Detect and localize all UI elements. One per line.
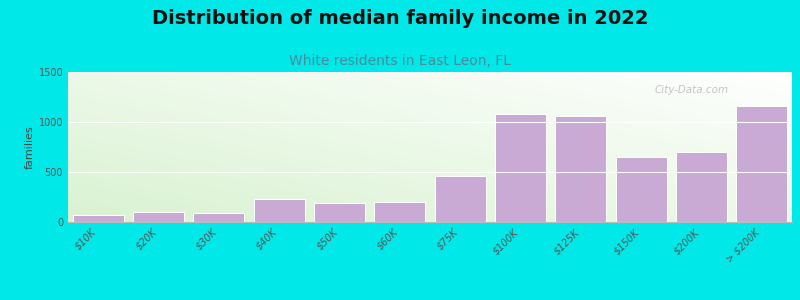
Bar <box>254 199 305 222</box>
Bar <box>73 214 124 222</box>
Bar <box>133 212 184 222</box>
Y-axis label: families: families <box>24 125 34 169</box>
Text: City-Data.com: City-Data.com <box>654 85 729 95</box>
Bar <box>495 114 546 222</box>
Bar <box>374 202 426 222</box>
Bar <box>736 106 787 222</box>
Bar <box>434 176 486 222</box>
Bar <box>615 157 667 222</box>
Bar <box>314 203 365 222</box>
Text: Distribution of median family income in 2022: Distribution of median family income in … <box>152 9 648 28</box>
Bar <box>676 152 727 222</box>
Text: White residents in East Leon, FL: White residents in East Leon, FL <box>289 54 511 68</box>
Bar <box>193 212 245 222</box>
Bar <box>555 116 606 222</box>
